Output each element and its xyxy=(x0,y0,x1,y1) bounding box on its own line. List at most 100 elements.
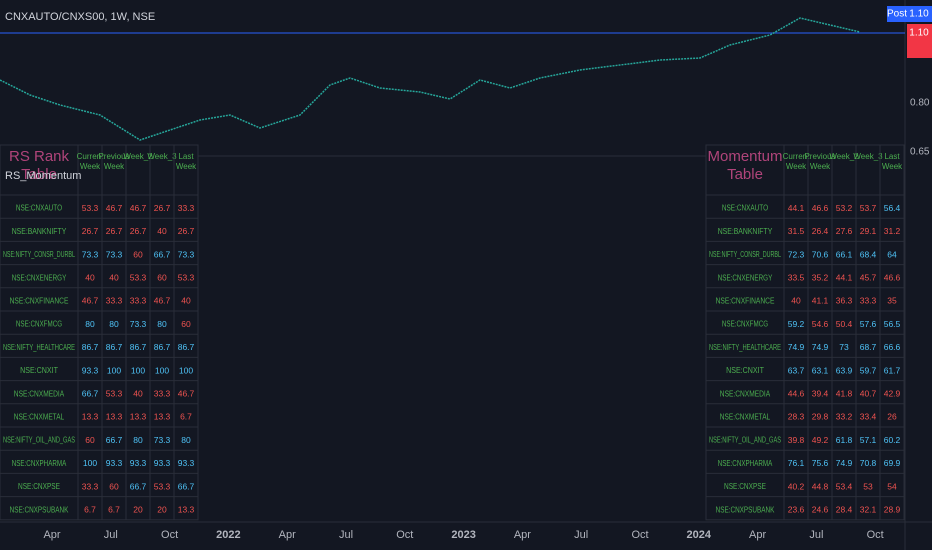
cell-value: 33.5 xyxy=(788,272,805,282)
cell-value: 60 xyxy=(157,272,167,282)
cell-value: 26 xyxy=(887,412,897,422)
symbol: NSE:NIFTY_OIL_AND_GAS xyxy=(709,436,781,445)
cell-value: 28.3 xyxy=(788,412,805,422)
cell-value: 20 xyxy=(133,504,143,514)
cell-value: 66.1 xyxy=(836,249,853,259)
cell-value: 40 xyxy=(133,388,143,398)
cell-value: 73.3 xyxy=(178,249,195,259)
cell-value: 66.7 xyxy=(178,481,195,491)
cell-value: 57.1 xyxy=(860,435,877,445)
price-axis-label: 0.80 xyxy=(910,98,930,109)
cell-value: 44.1 xyxy=(788,203,805,213)
symbol: NSE:CNXAUTO xyxy=(722,204,768,213)
cell-value: 26.7 xyxy=(178,226,195,236)
symbol: NSE:CNXPSE xyxy=(724,482,766,491)
cell-value: 13.3 xyxy=(106,412,123,422)
symbol: NSE:CNXAUTO xyxy=(16,204,62,213)
symbol: NSE:NIFTY_HEALTHCARE xyxy=(709,343,781,352)
cell-value: 40 xyxy=(791,296,801,306)
column-header: Week_3 xyxy=(853,152,883,161)
symbol: NSE:CNXMETAL xyxy=(720,413,771,422)
cell-value: 33.3 xyxy=(860,296,877,306)
cell-value: 66.6 xyxy=(884,342,901,352)
cell-value: 33.4 xyxy=(860,412,877,422)
cell-value: 53.3 xyxy=(130,272,147,282)
cell-value: 61.7 xyxy=(884,365,901,375)
symbol: NSE:CNXIT xyxy=(20,366,58,375)
cell-value: 46.7 xyxy=(82,296,99,306)
cell-value: 100 xyxy=(107,365,121,375)
cell-value: 53.3 xyxy=(82,203,99,213)
cell-value: 27.6 xyxy=(836,226,853,236)
table-bg xyxy=(0,144,199,521)
time-label: Apr xyxy=(514,529,531,541)
cell-value: 56.5 xyxy=(884,319,901,329)
symbol: NSE:BANKNIFTY xyxy=(12,227,67,236)
time-label: Oct xyxy=(396,529,413,541)
cell-value: 63.1 xyxy=(812,365,829,375)
cell-value: 53.2 xyxy=(836,203,853,213)
cell-value: 59.7 xyxy=(860,365,877,375)
pane-label: RS_Momentum xyxy=(5,170,81,182)
table-title: RS Rank Table xyxy=(9,148,70,183)
time-label: 2024 xyxy=(687,529,712,541)
cell-value: 33.3 xyxy=(82,481,99,491)
time-label: Oct xyxy=(867,529,884,541)
time-label: 2023 xyxy=(451,529,475,541)
cell-value: 86.7 xyxy=(82,342,99,352)
price-label: 1.10 xyxy=(909,9,929,20)
symbol: NSE:CNXPHARMA xyxy=(12,459,67,468)
cell-value: 56.4 xyxy=(884,203,901,213)
cell-value: 23.6 xyxy=(788,504,805,514)
cell-value: 49.2 xyxy=(812,435,829,445)
cell-value: 80 xyxy=(85,319,95,329)
badge: Post xyxy=(887,9,907,20)
cell-value: 31.2 xyxy=(884,226,901,236)
cell-value: 33.3 xyxy=(106,296,123,306)
cell-value: 73.3 xyxy=(82,249,99,259)
cell-value: 73.3 xyxy=(130,319,147,329)
cell-value: 74.9 xyxy=(788,342,805,352)
symbol: NSE:CNXFMCG xyxy=(16,320,62,329)
cell-value: 53.3 xyxy=(106,388,123,398)
badge-bg xyxy=(887,6,907,22)
cell-value: 39.8 xyxy=(788,435,805,445)
cell-value: 45.7 xyxy=(860,272,877,282)
symbol: NSE:CNXENERGY xyxy=(12,273,67,282)
time-label: Oct xyxy=(631,529,648,541)
cell-value: 40 xyxy=(157,226,167,236)
cell-value: 26.4 xyxy=(812,226,829,236)
column-header: Week_2 xyxy=(829,152,859,161)
column-header: Last Week xyxy=(176,152,197,171)
cell-value: 40.7 xyxy=(860,388,877,398)
symbol: NSE:CNXFMCG xyxy=(722,320,768,329)
time-label: Jul xyxy=(339,529,353,541)
cell-value: 53.3 xyxy=(154,481,171,491)
column-header: Current Week xyxy=(783,152,810,171)
cell-value: 100 xyxy=(131,365,145,375)
cell-value: 66.7 xyxy=(82,388,99,398)
cell-value: 35.2 xyxy=(812,272,829,282)
symbol: NSE:CNXENERGY xyxy=(718,273,773,282)
cell-value: 39.4 xyxy=(812,388,829,398)
cell-value: 76.1 xyxy=(788,458,805,468)
cell-value: 73.3 xyxy=(154,435,171,445)
cell-value: 73.3 xyxy=(106,249,123,259)
cell-value: 63.7 xyxy=(788,365,805,375)
cell-value: 73 xyxy=(839,342,849,352)
symbol: NSE:NIFTY_CONSR_DURBL xyxy=(709,250,781,259)
cell-value: 31.5 xyxy=(788,226,805,236)
cell-value: 40.2 xyxy=(788,481,805,491)
cell-value: 26.7 xyxy=(154,203,171,213)
cell-value: 93.3 xyxy=(82,365,99,375)
time-label: Apr xyxy=(43,529,60,541)
cell-value: 93.3 xyxy=(154,458,171,468)
time-label: Apr xyxy=(749,529,766,541)
symbol: NSE:CNXMEDIA xyxy=(14,389,65,398)
table-bg xyxy=(705,144,905,521)
cell-value: 20 xyxy=(157,504,167,514)
cell-value: 75.6 xyxy=(812,458,829,468)
symbol: NSE:NIFTY_CONSR_DURBL xyxy=(3,250,75,259)
cell-value: 35 xyxy=(887,296,897,306)
